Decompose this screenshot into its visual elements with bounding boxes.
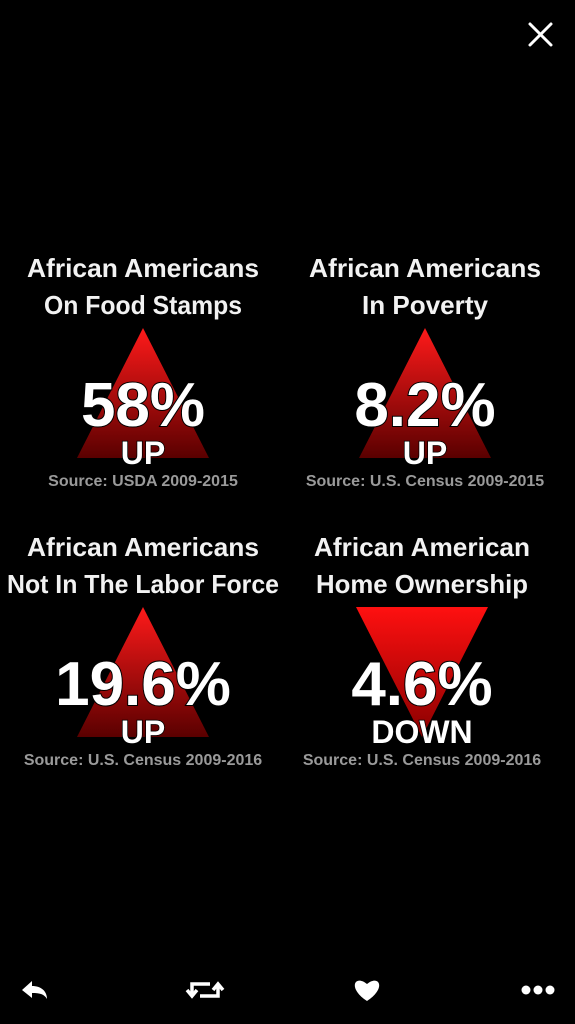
stat-source: Source: U.S. Census 2009-2016 <box>24 752 262 769</box>
stat-direction: UP <box>121 435 165 471</box>
panel-title: In Poverty <box>362 290 489 320</box>
retweet-button[interactable] <box>185 981 225 999</box>
stat-value: 8.2% <box>354 371 495 440</box>
stat-direction: DOWN <box>371 714 472 750</box>
close-button[interactable] <box>528 22 553 47</box>
stat-panel: African Americans On Food Stamps 58%UP Sour… <box>27 253 259 490</box>
more-button[interactable] <box>521 985 555 995</box>
like-button[interactable] <box>354 980 380 1001</box>
stat-direction: UP <box>403 435 447 471</box>
stat-value: 58% <box>81 371 205 440</box>
up-arrow <box>77 328 209 458</box>
panel-title: African American <box>314 532 530 562</box>
panel-title: On Food Stamps <box>44 290 242 320</box>
up-arrow <box>359 328 491 458</box>
panel-title: Not In The Labor Force <box>7 569 279 599</box>
reply-button[interactable] <box>22 981 47 999</box>
panel-title: African Americans <box>309 253 541 283</box>
stat-panel: African American Home Ownership 4.6%DOWN So… <box>303 532 541 769</box>
stat-direction: UP <box>121 714 165 750</box>
panel-title: African Americans <box>27 253 259 283</box>
stat-value: 4.6% <box>351 650 492 719</box>
stat-value: 19.6% <box>55 650 231 719</box>
stat-source: Source: U.S. Census 2009-2015 <box>306 473 544 490</box>
stat-source: Source: USDA 2009-2015 <box>48 473 238 490</box>
up-arrow <box>77 607 209 737</box>
panel-title: African Americans <box>27 532 259 562</box>
stat-panel: African Americans In Poverty 8.2%UP Source:… <box>306 253 544 490</box>
stat-source: Source: U.S. Census 2009-2016 <box>303 752 541 769</box>
stat-panel: African Americans Not In The Labor Force 1… <box>7 532 279 769</box>
panel-title: Home Ownership <box>316 569 528 599</box>
down-arrow <box>356 607 488 737</box>
